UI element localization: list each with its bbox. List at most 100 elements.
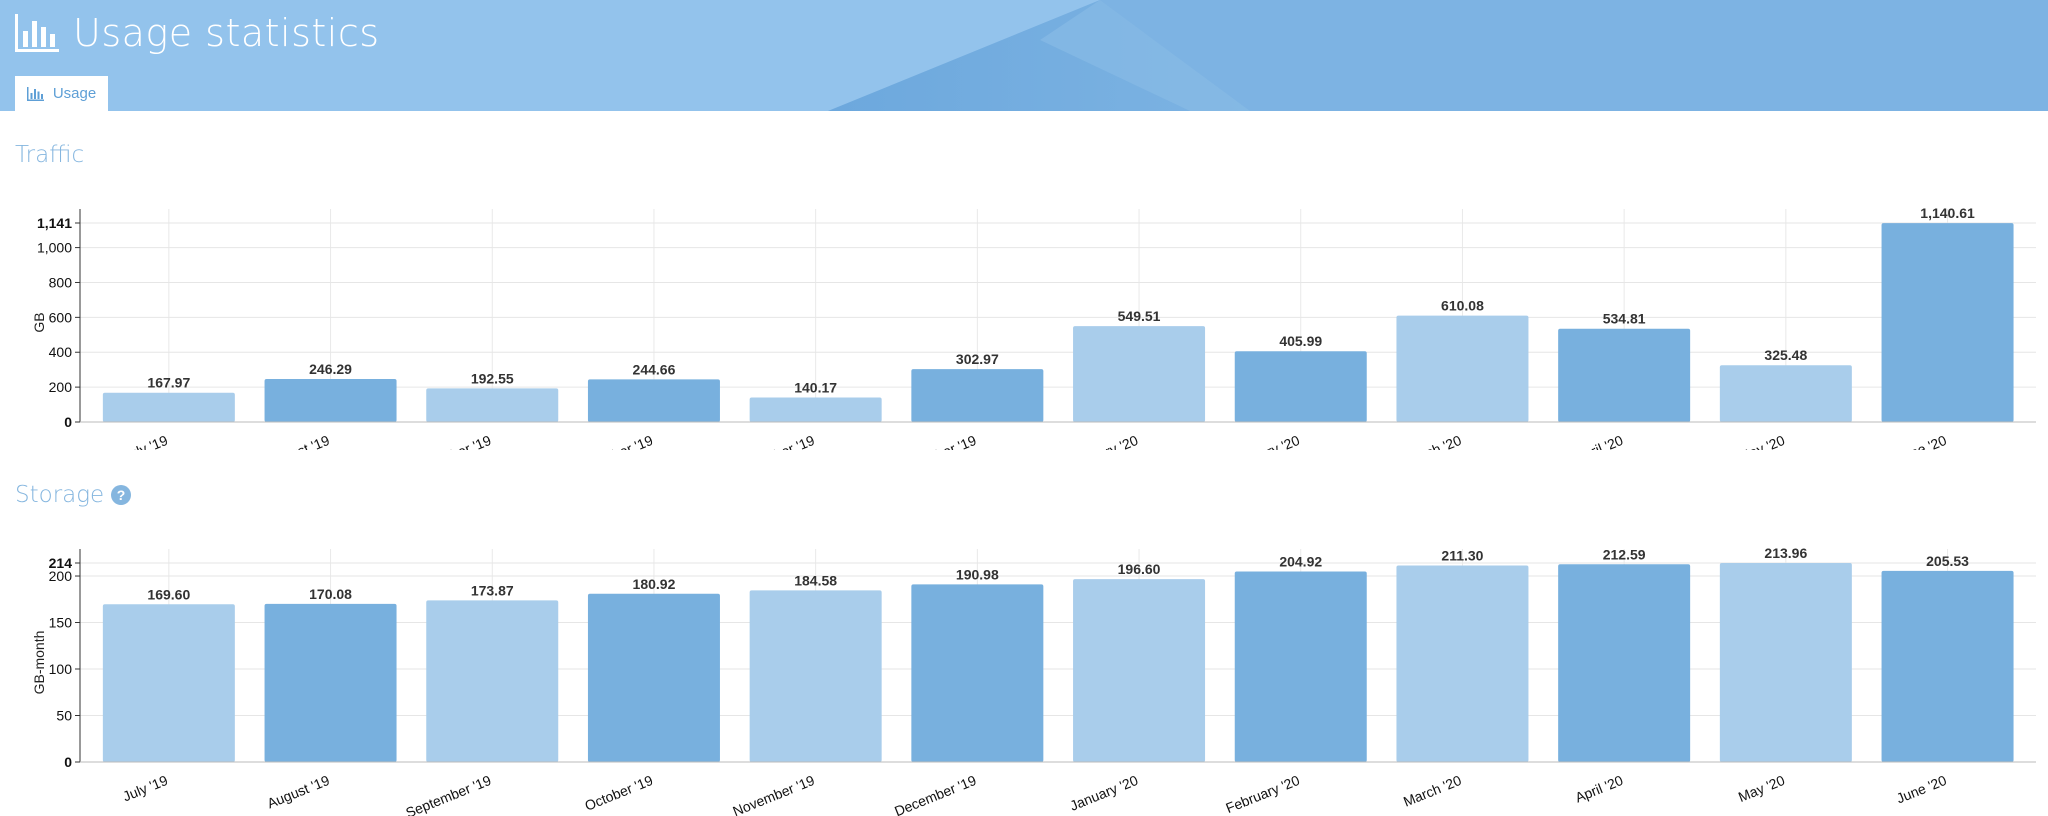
data-label: 549.51 bbox=[1118, 308, 1161, 324]
bar[interactable] bbox=[749, 590, 882, 762]
bar[interactable] bbox=[1881, 223, 2014, 422]
y-tick-label: 600 bbox=[49, 309, 73, 325]
x-tick-label: January '20 bbox=[1067, 432, 1140, 450]
traffic-chart: 0 200 400 600 800 1,000 1,141 GB 167.97 246.29 192… bbox=[31, 205, 2036, 450]
bar[interactable] bbox=[1719, 365, 1852, 422]
y-tick-label: 400 bbox=[49, 344, 73, 360]
y-tick-label: 50 bbox=[56, 708, 72, 724]
data-label: 192.55 bbox=[471, 370, 514, 386]
y-tick-label: 0 bbox=[64, 414, 72, 430]
data-label: 325.48 bbox=[1764, 347, 1807, 363]
data-label: 244.66 bbox=[633, 361, 676, 377]
x-tick-label: July '19 bbox=[120, 432, 170, 450]
x-tick-label: November '19 bbox=[730, 772, 817, 816]
y-tick-label: 800 bbox=[49, 274, 73, 290]
bar[interactable] bbox=[587, 593, 720, 762]
x-tick-label: May '20 bbox=[1736, 772, 1787, 805]
tab-usage-label: Usage bbox=[52, 85, 97, 102]
x-tick-label: February '20 bbox=[1223, 772, 1302, 816]
data-label: 302.97 bbox=[956, 351, 999, 367]
bar[interactable] bbox=[426, 388, 559, 422]
data-label: 169.60 bbox=[147, 586, 190, 602]
x-tick-label: August '19 bbox=[265, 432, 332, 450]
x-tick-label: December '19 bbox=[892, 772, 979, 816]
bar[interactable] bbox=[911, 369, 1044, 422]
x-tick-label: April '20 bbox=[1573, 432, 1626, 450]
bar[interactable] bbox=[1558, 564, 1691, 762]
data-label: 1,140.61 bbox=[1920, 205, 1975, 221]
page-title: Usage statistics bbox=[73, 11, 380, 55]
x-tick-label: November '19 bbox=[730, 432, 817, 450]
x-tick-label: October '19 bbox=[582, 432, 655, 450]
bar[interactable] bbox=[1234, 351, 1367, 422]
data-label: 184.58 bbox=[794, 572, 837, 588]
bar[interactable] bbox=[749, 397, 882, 422]
tab-usage[interactable]: Usage bbox=[15, 76, 108, 111]
bar[interactable] bbox=[426, 600, 559, 762]
data-label: 534.81 bbox=[1603, 311, 1646, 327]
data-label: 213.96 bbox=[1764, 545, 1807, 561]
bar[interactable] bbox=[911, 584, 1044, 762]
data-label: 205.53 bbox=[1926, 553, 1969, 569]
bar[interactable] bbox=[587, 379, 720, 422]
data-label: 170.08 bbox=[309, 586, 352, 602]
bar[interactable] bbox=[102, 604, 235, 762]
x-tick-label: January '20 bbox=[1067, 772, 1140, 814]
data-label: 180.92 bbox=[633, 576, 676, 592]
y-tick-label: 1,000 bbox=[37, 240, 72, 256]
y-axis-label: GB bbox=[31, 312, 47, 332]
bar-chart-icon bbox=[26, 86, 44, 101]
x-tick-label: March '20 bbox=[1401, 432, 1464, 450]
data-label: 204.92 bbox=[1279, 553, 1322, 569]
data-label: 211.30 bbox=[1441, 548, 1483, 564]
x-tick-label: August '19 bbox=[265, 772, 332, 812]
bar[interactable] bbox=[102, 392, 235, 422]
bar[interactable] bbox=[1073, 326, 1206, 422]
x-tick-label: July '19 bbox=[120, 772, 170, 805]
x-tick-label: June '20 bbox=[1894, 432, 1949, 450]
data-label: 610.08 bbox=[1441, 298, 1484, 314]
x-tick-label: March '20 bbox=[1401, 772, 1464, 810]
storage-section-title: Storage ? bbox=[15, 482, 132, 508]
data-label: 212.59 bbox=[1603, 546, 1646, 562]
bar[interactable] bbox=[1558, 328, 1691, 422]
bar[interactable] bbox=[1881, 570, 2014, 762]
data-label: 196.60 bbox=[1118, 561, 1161, 577]
x-tick-label: September '19 bbox=[403, 432, 493, 450]
bar[interactable] bbox=[1396, 565, 1529, 762]
x-tick-label: September '19 bbox=[403, 772, 493, 816]
traffic-section-title: Traffic bbox=[15, 142, 84, 168]
x-tick-label: December '19 bbox=[892, 432, 979, 450]
bar[interactable] bbox=[264, 379, 397, 422]
svg-text:?: ? bbox=[117, 487, 126, 503]
y-tick-label: 150 bbox=[49, 615, 73, 631]
x-tick-label: May '20 bbox=[1736, 432, 1787, 450]
bar-chart-icon bbox=[15, 14, 59, 52]
traffic-title: Traffic bbox=[15, 142, 85, 168]
bar[interactable] bbox=[1719, 563, 1852, 762]
bar[interactable] bbox=[264, 603, 397, 762]
y-axis-label: GB-month bbox=[31, 631, 47, 695]
data-label: 173.87 bbox=[471, 582, 514, 598]
data-label: 405.99 bbox=[1279, 333, 1322, 349]
header-background bbox=[828, 0, 2048, 111]
bar[interactable] bbox=[1073, 579, 1206, 762]
y-tick-label: 1,141 bbox=[37, 215, 72, 231]
data-label: 140.17 bbox=[794, 380, 837, 396]
data-label: 167.97 bbox=[147, 375, 190, 391]
x-tick-label: June '20 bbox=[1894, 772, 1949, 807]
page-title-row: Usage statistics bbox=[15, 8, 380, 58]
x-tick-label: February '20 bbox=[1223, 432, 1302, 450]
x-tick-label: April '20 bbox=[1573, 772, 1626, 806]
page-header: Usage statistics Usage bbox=[0, 0, 2048, 111]
bar[interactable] bbox=[1234, 571, 1367, 762]
y-tick-label: 0 bbox=[64, 754, 72, 770]
bar[interactable] bbox=[1396, 315, 1529, 422]
y-tick-label: 214 bbox=[49, 555, 73, 571]
y-tick-label: 100 bbox=[49, 661, 73, 677]
data-label: 246.29 bbox=[309, 361, 352, 377]
question-circle-icon[interactable]: ? bbox=[111, 485, 132, 505]
storage-title: Storage bbox=[15, 482, 105, 508]
x-tick-label: October '19 bbox=[582, 772, 655, 814]
